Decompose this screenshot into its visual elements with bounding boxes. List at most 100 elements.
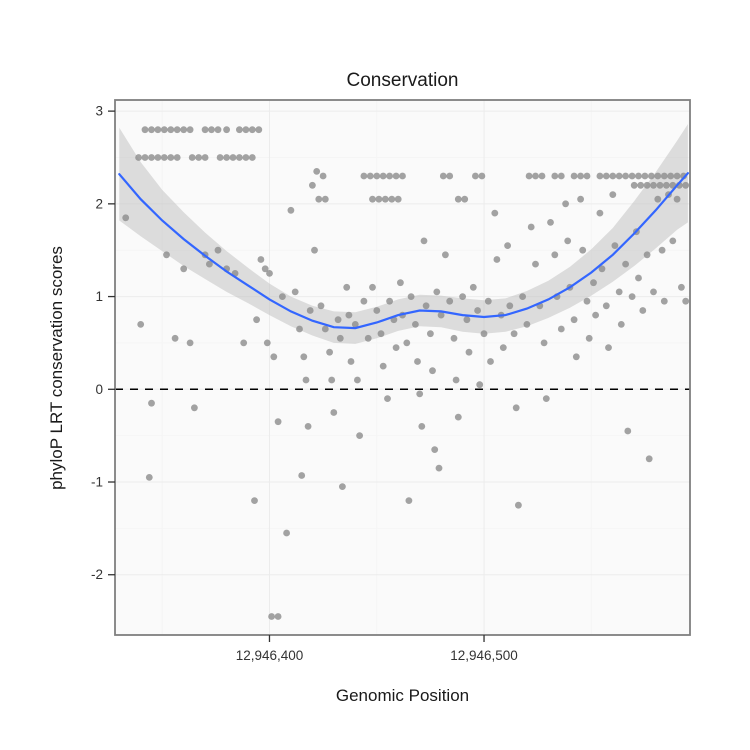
data-point [583,172,591,180]
data-point [311,246,318,254]
data-point [369,283,376,291]
data-point [624,427,632,435]
data-point [377,330,385,338]
data-point [645,455,653,463]
data-point [525,172,533,180]
data-point [386,297,393,305]
data-point [547,219,554,226]
data-point [414,358,421,365]
data-point [304,423,312,430]
data-point [579,246,587,254]
data-point [480,330,488,338]
x-tick-label: 12,946,500 [450,648,518,663]
data-point [650,181,657,189]
data-point [351,321,359,328]
data-point [615,288,623,296]
data-point [360,172,368,180]
data-point [663,181,670,189]
data-point [577,172,584,180]
data-point [321,195,329,203]
data-point [510,330,518,338]
data-point [611,242,619,250]
data-point [673,195,681,203]
data-point [506,302,514,310]
data-point [459,293,466,300]
data-point [291,288,299,296]
plot-panel [115,100,690,635]
data-point [667,172,675,180]
points-layer [122,126,690,620]
data-point [609,172,617,180]
data-point [602,172,610,180]
data-point [141,126,149,134]
data-point [515,501,522,509]
data-point [270,353,278,361]
data-point [635,274,642,282]
data-point [375,195,383,203]
data-point [538,172,546,180]
y-tick-label: 0 [95,382,103,397]
data-point [173,126,181,134]
data-point [373,172,381,180]
data-point [592,311,599,319]
data-point [242,154,250,161]
data-point [577,195,584,203]
data-point [296,325,303,333]
data-point [240,339,248,347]
data-point [656,181,664,189]
data-point [369,195,376,203]
data-point [418,423,426,430]
data-point [643,251,651,259]
data-point [356,432,363,439]
data-point [484,297,492,305]
panel-border [114,99,691,636]
data-point [251,497,258,504]
data-point [469,283,477,291]
data-point [229,154,237,161]
data-point [195,154,203,161]
data-point [360,297,368,305]
data-point [313,168,321,175]
data-point [499,344,507,351]
data-point [532,260,539,268]
data-point [557,325,565,333]
data-point [403,339,411,347]
data-point [248,154,256,161]
data-point [512,404,520,412]
data-point [298,472,306,479]
data-point [487,358,494,365]
data-point [135,154,143,161]
data-point [392,344,400,351]
data-point [186,339,194,347]
data-point [523,321,531,328]
smooth-trend-line [118,172,689,330]
data-point [188,154,196,161]
chart-title: Conservation [346,70,459,91]
data-point [206,260,213,268]
data-point [328,376,336,384]
data-point [532,172,539,180]
data-point [274,418,282,426]
data-point [450,334,458,342]
data-point [330,409,338,416]
data-point [384,395,391,402]
data-point [180,265,188,273]
data-point [660,297,668,305]
data-point [476,381,484,389]
data-point [491,209,499,217]
data-point [596,172,604,180]
data-point [248,126,256,134]
data-point [628,293,636,300]
data-point [596,209,604,217]
data-point [572,353,580,361]
data-point [678,283,685,291]
data-point [386,172,393,180]
data-point [437,311,445,319]
data-point [504,242,511,250]
data-point [257,256,265,263]
y-tick-label: 1 [95,289,103,304]
data-point [145,474,153,481]
data-point [268,613,275,620]
data-point [583,297,591,305]
